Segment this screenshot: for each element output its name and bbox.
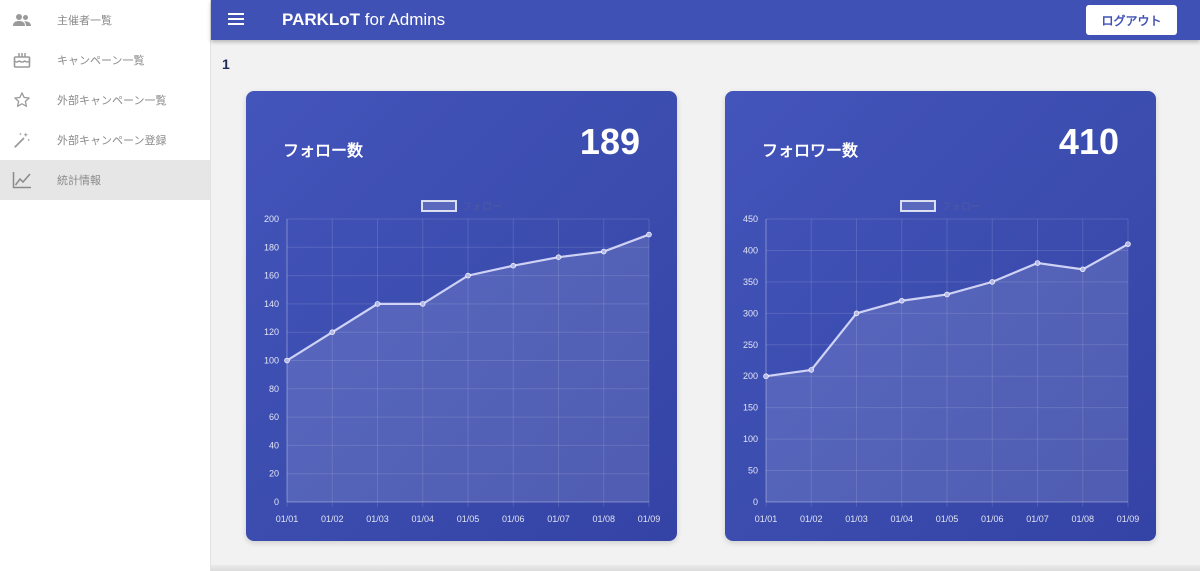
data-point [374,301,381,307]
data-point [1034,260,1041,266]
follow-count-card: フォロー数 189 0 20 40 60 80 100 120 140 160 180 200 01/… [246,91,677,541]
follower-line-chart: 0 50 100 150 200 250 300 350 400 450 01/01 01/02 01/… [743,200,1140,524]
x-tick-label: 01/07 [547,514,570,524]
sidebar-item-register-external-campaign[interactable]: 外部キャンペーン登録 [0,120,210,160]
sidebar-item-label: 主催者一覧 [57,15,112,27]
legend-swatch [421,200,457,212]
y-tick-label: 20 [269,469,279,479]
sidebar-item-label: 外部キャンペーン登録 [57,135,167,147]
data-point [1079,266,1086,273]
sidebar-item-statistics[interactable]: 統計情報 [0,160,210,200]
data-point [989,279,996,285]
legend-swatch [900,200,936,212]
star-icon [12,90,32,110]
y-tick-label: 180 [264,242,279,252]
x-tick-label: 01/01 [276,514,299,524]
data-point [510,262,517,269]
y-tick-label: 200 [743,371,758,381]
data-point [465,272,471,279]
x-tick-label: 01/09 [1117,514,1140,524]
data-point [555,254,562,261]
x-tick-label: 01/08 [1071,514,1094,524]
data-point [808,367,815,373]
x-tick-label: 01/06 [981,514,1004,524]
people-icon [12,10,32,30]
x-tick-label: 01/01 [755,514,778,524]
y-tick-label: 0 [753,497,758,507]
legend-label: フォロー [462,202,502,213]
top-app-bar: PARKLoT for Admins ログアウト [211,0,1200,40]
app-title-suffix: for Admins [360,10,446,29]
page-number: 1 [222,56,230,72]
card-title: フォロワー数 [762,143,859,160]
x-tick-label: 01/07 [1026,514,1049,524]
data-point [329,329,336,336]
app-title-brand: PARKLoT [282,10,361,29]
series-area [766,244,1128,502]
card-value: 410 [1058,121,1119,162]
sidebar-item-organizers[interactable]: 主催者一覧 [0,0,210,40]
x-tick-label: 01/05 [936,514,959,524]
card-value: 189 [579,121,640,162]
footer-shadow [211,565,1200,571]
y-tick-label: 100 [264,356,279,366]
card-title: フォロー数 [283,143,364,160]
y-tick-label: 450 [743,214,758,224]
follow-line-chart: 0 20 40 60 80 100 120 140 160 180 200 01/01 01/02 01/… [264,200,661,524]
sidebar-item-external-campaigns[interactable]: 外部キャンペーン一覧 [0,80,210,120]
data-point [600,248,607,255]
data-point [944,291,950,298]
data-point [853,310,860,317]
y-tick-label: 150 [743,403,758,413]
x-tick-label: 01/08 [592,514,615,524]
y-tick-label: 50 [748,466,758,476]
y-tick-label: 120 [264,327,279,337]
sidebar-item-campaigns[interactable]: キャンペーン一覧 [0,40,210,80]
y-tick-label: 0 [274,497,279,507]
magic-wand-icon [12,130,32,150]
app-title: PARKLoT for Admins [282,10,445,30]
data-point [1125,241,1131,247]
y-tick-label: 200 [264,214,279,224]
x-tick-label: 01/03 [845,514,868,524]
y-tick-label: 40 [269,440,279,450]
x-tick-label: 01/03 [366,514,389,524]
data-point [284,357,290,364]
y-tick-label: 100 [743,434,758,444]
data-point [763,373,769,380]
legend-label: フォロー [941,202,981,213]
y-tick-label: 160 [264,271,279,281]
x-tick-label: 01/05 [457,514,480,524]
data-point [419,301,426,307]
menu-icon[interactable] [227,11,245,29]
series-area [287,234,649,502]
y-tick-label: 350 [743,277,758,287]
sidebar: 主催者一覧 キャンペーン一覧 外部キャンペーン一覧 外部キャンペーン登録 統計情… [0,0,211,571]
data-point [898,297,905,304]
follower-count-card: フォロワー数 410 0 50 100 150 200 250 300 350 400 450 01… [725,91,1156,541]
cake-icon [12,50,32,70]
x-tick-label: 01/04 [890,514,913,524]
x-tick-label: 01/06 [502,514,525,524]
data-point [646,231,652,238]
y-tick-label: 60 [269,412,279,422]
y-tick-label: 80 [269,384,279,394]
x-tick-label: 01/04 [411,514,434,524]
y-tick-label: 300 [743,308,758,318]
x-tick-label: 01/02 [321,514,344,524]
y-tick-label: 140 [264,299,279,309]
x-tick-label: 01/02 [800,514,823,524]
x-tick-label: 01/09 [638,514,661,524]
sidebar-item-label: キャンペーン一覧 [57,55,145,67]
logout-button[interactable]: ログアウト [1086,5,1177,35]
y-tick-label: 250 [743,340,758,350]
y-tick-label: 400 [743,245,758,255]
sidebar-item-label: 外部キャンペーン一覧 [57,95,167,107]
line-chart-icon [12,170,32,190]
sidebar-item-label: 統計情報 [57,175,101,187]
